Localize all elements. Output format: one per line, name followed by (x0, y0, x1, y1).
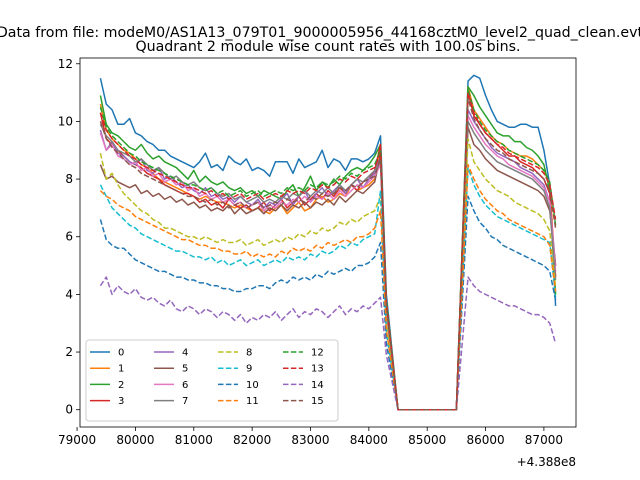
x-tick-label: 82000 (233, 433, 271, 447)
series-line-11 (99, 163, 557, 411)
legend-label-8: 8 (246, 348, 252, 359)
legend-label-7: 7 (182, 396, 188, 407)
x-axis: 79000 80000 81000 82000 83000 84000 85000 86000… (58, 427, 563, 447)
legend-label-10: 10 (246, 380, 259, 391)
y-tick-label: 6 (65, 230, 73, 244)
x-tick-label: 85000 (408, 433, 446, 447)
y-tick-label: 0 (65, 403, 73, 417)
legend-label-1: 1 (118, 364, 124, 375)
series-line-10 (99, 195, 557, 411)
series-line-13 (99, 91, 557, 411)
legend-label-12: 12 (311, 348, 324, 359)
legend-label-9: 9 (246, 364, 252, 375)
x-axis-offset-label: +4.388e8 (517, 455, 576, 469)
series-layer (99, 74, 557, 411)
y-tick-label: 8 (65, 172, 73, 186)
y-axis: 0 2 4 6 8 10 12 (58, 57, 80, 417)
series-line-0 (99, 74, 557, 411)
x-tick-label: 84000 (350, 433, 388, 447)
series-line-8 (99, 137, 557, 411)
plot-frame (79, 57, 577, 428)
x-tick-label: 86000 (466, 433, 504, 447)
figure-suptitle: Data from file: modeM0/AS1A13_079T01_900… (0, 25, 640, 41)
series-line-2 (99, 86, 557, 411)
series-line-14 (99, 276, 557, 411)
legend-label-3: 3 (118, 396, 124, 407)
y-tick-label: 4 (65, 287, 73, 301)
series-line-9 (99, 166, 557, 411)
x-tick-label: 81000 (175, 433, 213, 447)
y-tick-label: 10 (58, 114, 73, 128)
y-tick-label: 2 (65, 345, 73, 359)
legend-label-15: 15 (311, 396, 324, 407)
series-line-1 (99, 86, 557, 411)
legend-label-14: 14 (311, 380, 324, 391)
series-line-15 (99, 97, 557, 411)
series-line-12 (99, 88, 557, 411)
x-tick-label: 83000 (291, 433, 329, 447)
legend-label-0: 0 (118, 348, 124, 359)
series-line-6 (99, 114, 557, 411)
x-tick-label: 79000 (58, 433, 96, 447)
legend-label-11: 11 (246, 396, 259, 407)
legend-box (85, 339, 339, 422)
y-tick-label: 12 (58, 57, 73, 71)
legend-label-2: 2 (118, 380, 124, 391)
chart-title: Quadrant 2 module wise count rates with … (135, 39, 520, 55)
legend-label-5: 5 (182, 364, 188, 375)
x-tick-label: 87000 (525, 433, 563, 447)
legend-label-4: 4 (182, 348, 188, 359)
series-line-5 (99, 126, 557, 411)
x-tick-label: 80000 (116, 433, 154, 447)
legend-label-13: 13 (311, 364, 324, 375)
legend-label-6: 6 (182, 380, 188, 391)
